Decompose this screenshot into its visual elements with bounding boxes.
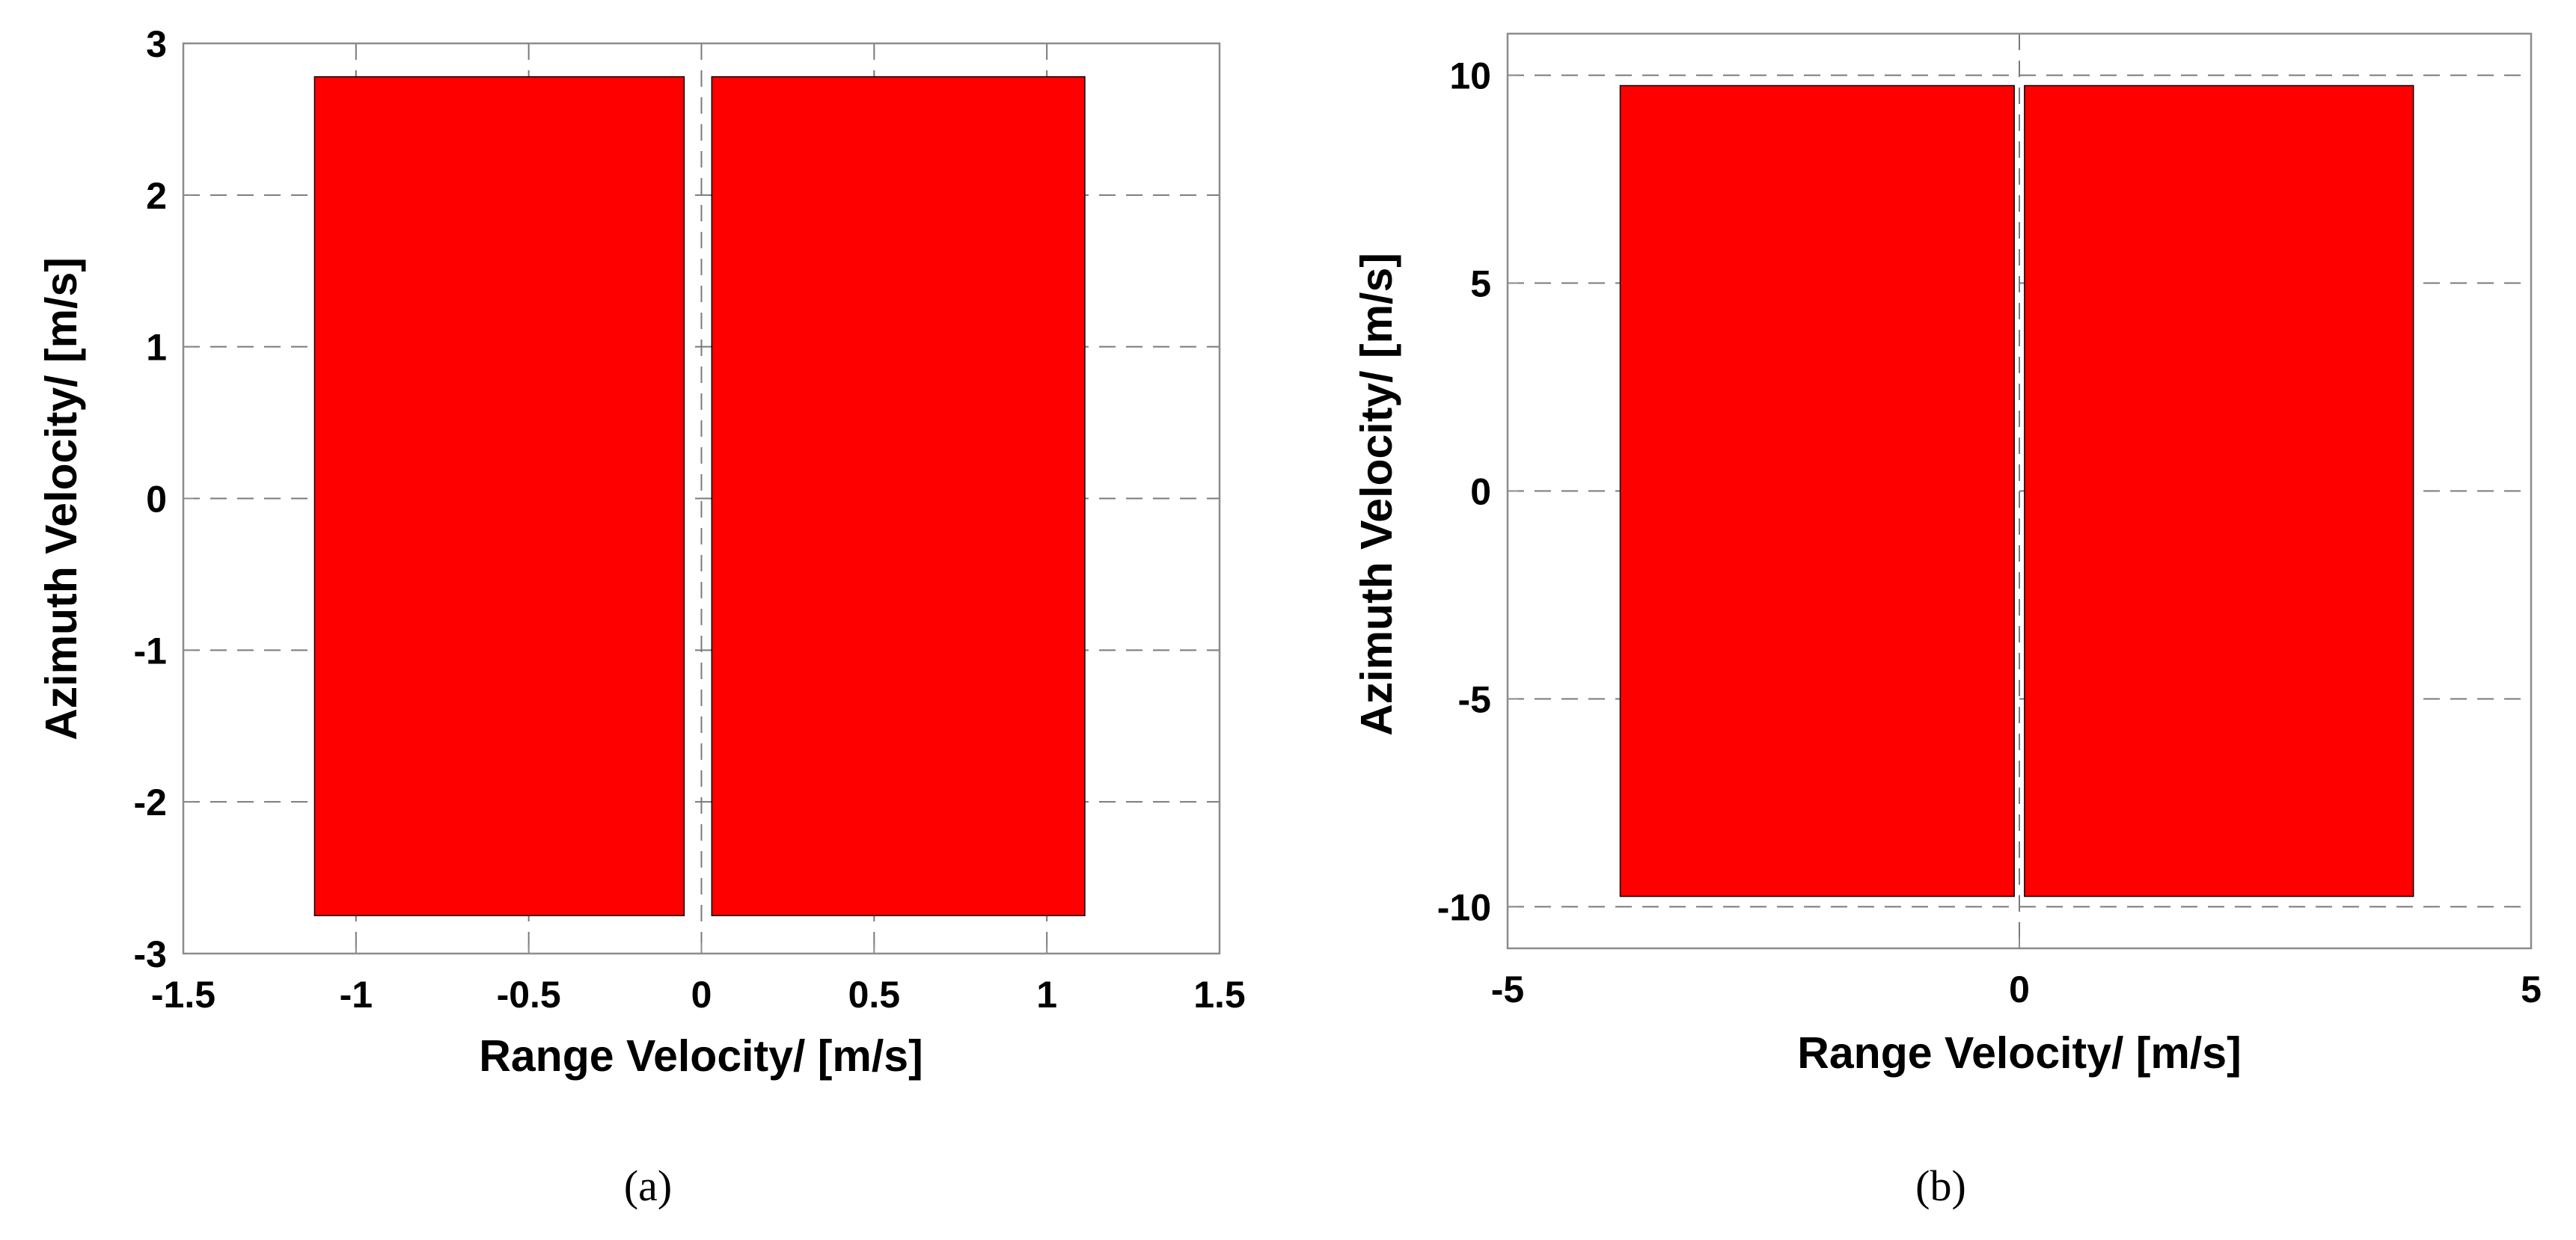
y-tick-label: 3 [146, 23, 167, 65]
x-tick-label: 0.5 [848, 974, 901, 1016]
y-tick-label: -2 [134, 782, 167, 823]
y-tick-label: 2 [146, 175, 167, 217]
panel-caption: (a) [624, 1161, 672, 1210]
x-tick-label: -1 [340, 974, 373, 1016]
y-axis-label: Azimuth Velocity/ [m/s] [1352, 253, 1401, 736]
y-tick-label: 10 [1449, 55, 1491, 97]
y-tick-label: 5 [1470, 263, 1491, 305]
x-axis-label: Range Velocity/ [m/s] [479, 1031, 923, 1081]
y-tick-label: -5 [1458, 678, 1491, 720]
y-tick-label: 0 [1470, 471, 1491, 513]
chart-panel-a: -1.5 -1 -0.5 0 0.5 1 1.5 -3 -2 -1 0 1 2 3 Range Veloci… [37, 23, 1246, 1210]
y-tick-label: -3 [134, 933, 167, 975]
bar-rectangle-1 [1619, 85, 2015, 897]
x-tick-label: 1 [1036, 974, 1057, 1016]
x-tick-label: -1.5 [151, 974, 215, 1016]
y-tick-label: -10 [1437, 886, 1491, 928]
bar-rectangle-2 [2024, 85, 2414, 897]
x-tick-label: 1.5 [1193, 974, 1246, 1016]
bar-rectangle-1 [313, 76, 685, 917]
x-tick-label: -0.5 [497, 974, 561, 1016]
panel-caption: (b) [1915, 1161, 1966, 1210]
bar-rectangle-2 [711, 76, 1086, 917]
x-tick-label: 0 [691, 974, 712, 1016]
x-tick-label: -5 [1491, 969, 1524, 1010]
y-axis-label: Azimuth Velocity/ [m/s] [37, 257, 86, 740]
y-tick-label: -1 [134, 630, 167, 672]
x-tick-label: 5 [2521, 969, 2542, 1010]
y-tick-label: 1 [146, 327, 167, 369]
x-axis-label: Range Velocity/ [m/s] [1797, 1028, 2241, 1078]
y-tick-label: 0 [146, 479, 167, 521]
x-tick-label: 0 [2009, 969, 2030, 1010]
